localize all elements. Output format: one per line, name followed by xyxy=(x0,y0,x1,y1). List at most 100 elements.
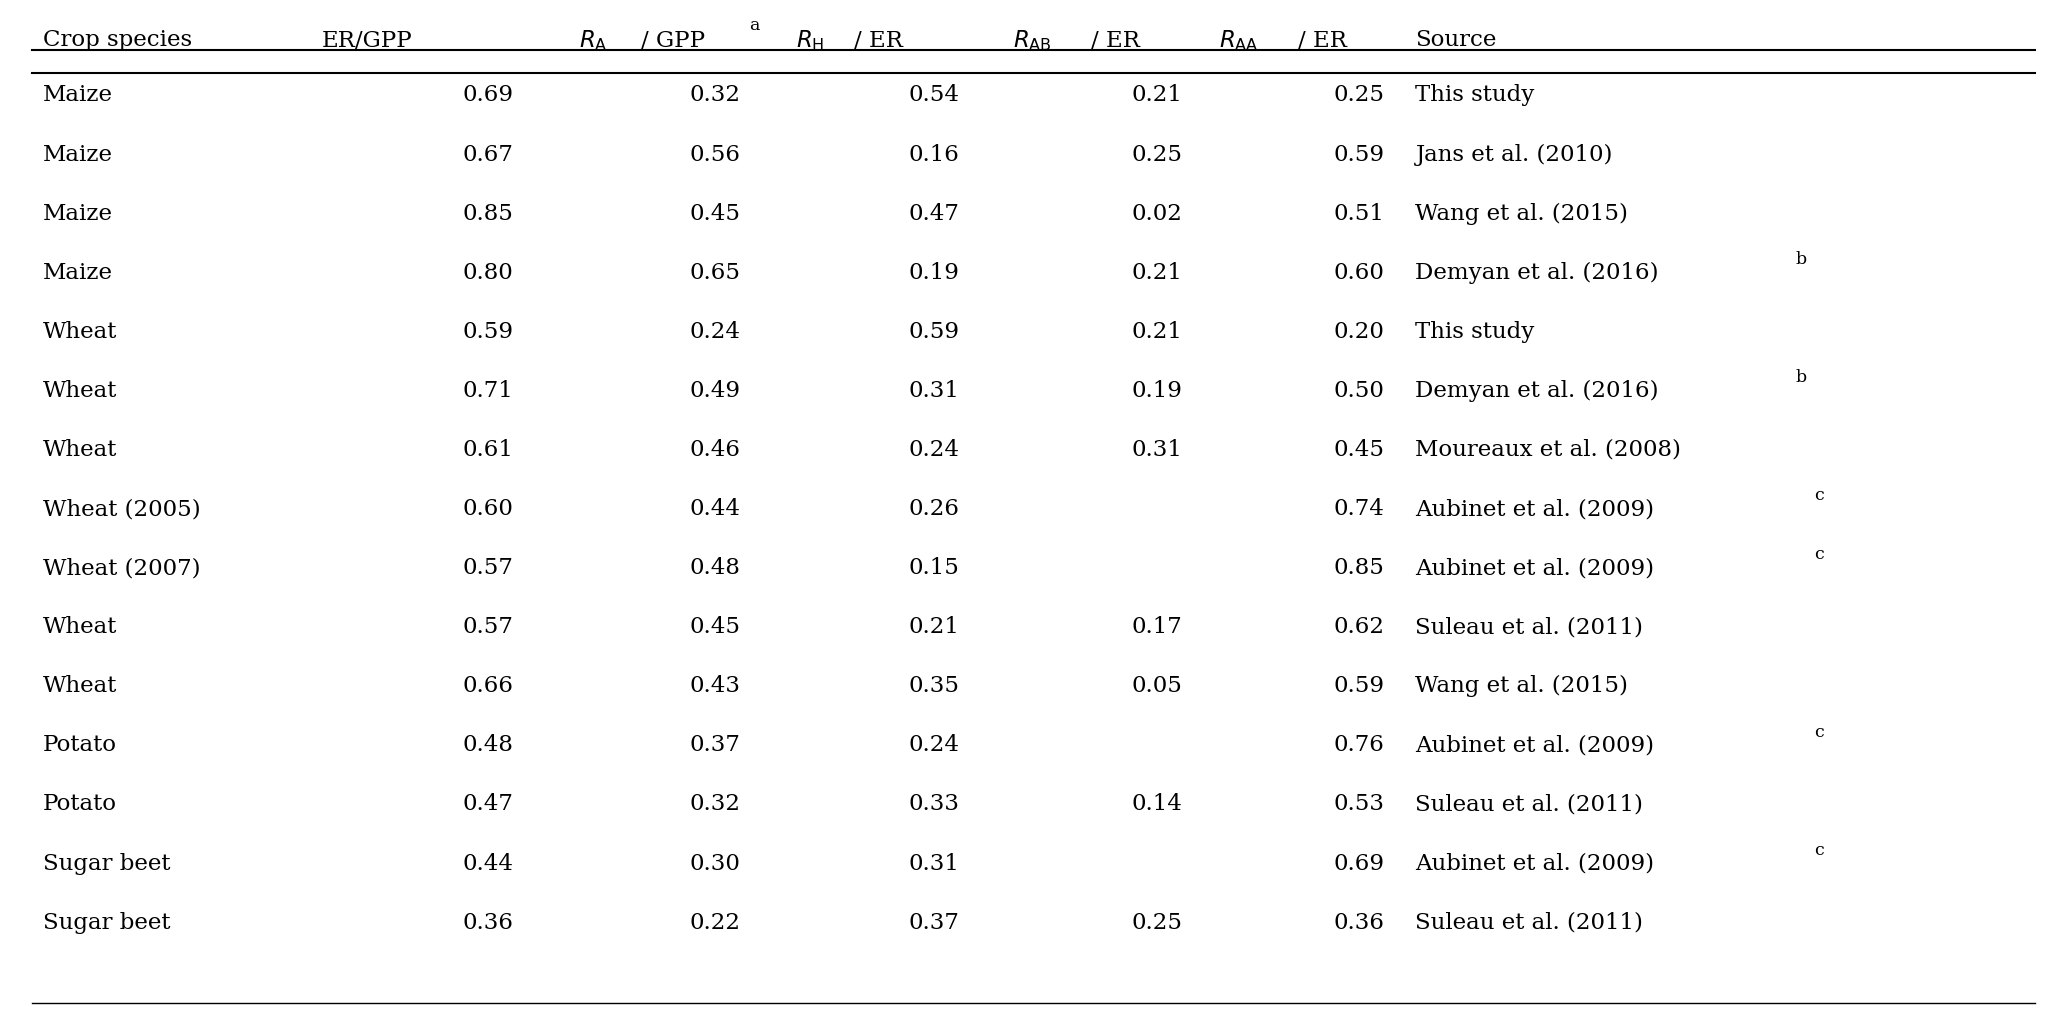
Text: Moureaux et al. (2008): Moureaux et al. (2008) xyxy=(1416,439,1680,461)
Text: Wang et al. (2015): Wang et al. (2015) xyxy=(1416,675,1629,697)
Text: Sugar beet: Sugar beet xyxy=(43,911,169,934)
Text: Aubinet et al. (2009): Aubinet et al. (2009) xyxy=(1416,558,1654,579)
Text: $\mathit{R}_\mathrm{A}$: $\mathit{R}_\mathrm{A}$ xyxy=(579,28,608,52)
Text: a: a xyxy=(748,17,759,35)
Text: Sugar beet: Sugar beet xyxy=(43,853,169,874)
Text: $\mathit{R}_\mathrm{AB}$: $\mathit{R}_\mathrm{AB}$ xyxy=(1013,28,1052,52)
Text: 0.74: 0.74 xyxy=(1333,498,1385,520)
Text: Aubinet et al. (2009): Aubinet et al. (2009) xyxy=(1416,734,1654,756)
Text: 0.54: 0.54 xyxy=(907,84,959,107)
Text: Aubinet et al. (2009): Aubinet et al. (2009) xyxy=(1416,498,1654,520)
Text: c: c xyxy=(1815,487,1823,504)
Text: Maize: Maize xyxy=(43,84,114,107)
Text: Wheat: Wheat xyxy=(43,675,118,697)
Text: / ER: / ER xyxy=(1298,30,1346,51)
Text: 0.71: 0.71 xyxy=(463,380,513,402)
Text: Suleau et al. (2011): Suleau et al. (2011) xyxy=(1416,911,1643,934)
Text: Jans et al. (2010): Jans et al. (2010) xyxy=(1416,144,1612,166)
Text: This study: This study xyxy=(1416,84,1536,107)
Text: 0.25: 0.25 xyxy=(1131,911,1182,934)
Text: 0.59: 0.59 xyxy=(907,321,959,342)
Text: Demyan et al. (2016): Demyan et al. (2016) xyxy=(1416,261,1660,284)
Text: Aubinet et al. (2009): Aubinet et al. (2009) xyxy=(1416,853,1654,874)
Text: 0.66: 0.66 xyxy=(463,675,513,697)
Text: Potato: Potato xyxy=(43,734,116,756)
Text: 0.80: 0.80 xyxy=(463,261,513,284)
Text: 0.21: 0.21 xyxy=(1131,84,1182,107)
Text: Maize: Maize xyxy=(43,144,114,165)
Text: 0.65: 0.65 xyxy=(690,261,740,284)
Text: / ER: / ER xyxy=(1091,30,1141,51)
Text: 0.44: 0.44 xyxy=(690,498,740,520)
Text: Potato: Potato xyxy=(43,793,116,816)
Text: 0.35: 0.35 xyxy=(907,675,959,697)
Text: b: b xyxy=(1796,251,1807,268)
Text: Wheat: Wheat xyxy=(43,321,118,342)
Text: 0.50: 0.50 xyxy=(1333,380,1385,402)
Text: 0.31: 0.31 xyxy=(907,380,959,402)
Text: Maize: Maize xyxy=(43,261,114,284)
Text: Wheat: Wheat xyxy=(43,380,118,402)
Text: 0.53: 0.53 xyxy=(1333,793,1385,816)
Text: 0.05: 0.05 xyxy=(1131,675,1182,697)
Text: 0.26: 0.26 xyxy=(907,498,959,520)
Text: 0.67: 0.67 xyxy=(463,144,513,165)
Text: / GPP: / GPP xyxy=(641,30,705,51)
Text: 0.31: 0.31 xyxy=(1131,439,1182,461)
Text: 0.37: 0.37 xyxy=(907,911,959,934)
Text: Wheat (2005): Wheat (2005) xyxy=(43,498,200,520)
Text: 0.21: 0.21 xyxy=(1131,261,1182,284)
Text: 0.57: 0.57 xyxy=(463,558,513,579)
Text: 0.47: 0.47 xyxy=(463,793,513,816)
Text: 0.57: 0.57 xyxy=(463,616,513,639)
Text: Wheat: Wheat xyxy=(43,439,118,461)
Text: 0.32: 0.32 xyxy=(690,84,740,107)
Text: 0.32: 0.32 xyxy=(690,793,740,816)
Text: Demyan et al. (2016): Demyan et al. (2016) xyxy=(1416,380,1660,402)
Text: 0.43: 0.43 xyxy=(690,675,740,697)
Text: 0.51: 0.51 xyxy=(1333,203,1385,224)
Text: 0.85: 0.85 xyxy=(463,203,513,224)
Text: 0.19: 0.19 xyxy=(1131,380,1182,402)
Text: 0.02: 0.02 xyxy=(1131,203,1182,224)
Text: c: c xyxy=(1815,724,1823,741)
Text: 0.16: 0.16 xyxy=(907,144,959,165)
Text: 0.47: 0.47 xyxy=(907,203,959,224)
Text: 0.85: 0.85 xyxy=(1333,558,1385,579)
Text: 0.56: 0.56 xyxy=(690,144,740,165)
Text: 0.59: 0.59 xyxy=(1333,144,1385,165)
Text: 0.69: 0.69 xyxy=(1333,853,1385,874)
Text: 0.45: 0.45 xyxy=(690,616,740,639)
Text: 0.24: 0.24 xyxy=(907,439,959,461)
Text: 0.24: 0.24 xyxy=(907,734,959,756)
Text: b: b xyxy=(1796,369,1807,386)
Text: / ER: / ER xyxy=(854,30,903,51)
Text: 0.45: 0.45 xyxy=(1333,439,1385,461)
Text: 0.33: 0.33 xyxy=(907,793,959,816)
Text: Wheat: Wheat xyxy=(43,616,118,639)
Text: Wheat (2007): Wheat (2007) xyxy=(43,558,200,579)
Text: 0.36: 0.36 xyxy=(1333,911,1385,934)
Text: 0.21: 0.21 xyxy=(1131,321,1182,342)
Text: 0.19: 0.19 xyxy=(907,261,959,284)
Text: Wang et al. (2015): Wang et al. (2015) xyxy=(1416,203,1629,224)
Text: 0.36: 0.36 xyxy=(463,911,513,934)
Text: c: c xyxy=(1815,546,1823,564)
Text: 0.59: 0.59 xyxy=(463,321,513,342)
Text: 0.48: 0.48 xyxy=(463,734,513,756)
Text: 0.76: 0.76 xyxy=(1333,734,1385,756)
Text: $\mathit{R}_\mathrm{AA}$: $\mathit{R}_\mathrm{AA}$ xyxy=(1220,28,1259,52)
Text: This study: This study xyxy=(1416,321,1536,342)
Text: 0.31: 0.31 xyxy=(907,853,959,874)
Text: 0.62: 0.62 xyxy=(1333,616,1385,639)
Text: 0.69: 0.69 xyxy=(463,84,513,107)
Text: 0.17: 0.17 xyxy=(1131,616,1182,639)
Text: 0.46: 0.46 xyxy=(690,439,740,461)
Text: Suleau et al. (2011): Suleau et al. (2011) xyxy=(1416,793,1643,816)
Text: Source: Source xyxy=(1416,30,1497,51)
Text: 0.25: 0.25 xyxy=(1131,144,1182,165)
Text: 0.15: 0.15 xyxy=(907,558,959,579)
Text: ER/GPP: ER/GPP xyxy=(320,30,411,51)
Text: 0.37: 0.37 xyxy=(690,734,740,756)
Text: Maize: Maize xyxy=(43,203,114,224)
